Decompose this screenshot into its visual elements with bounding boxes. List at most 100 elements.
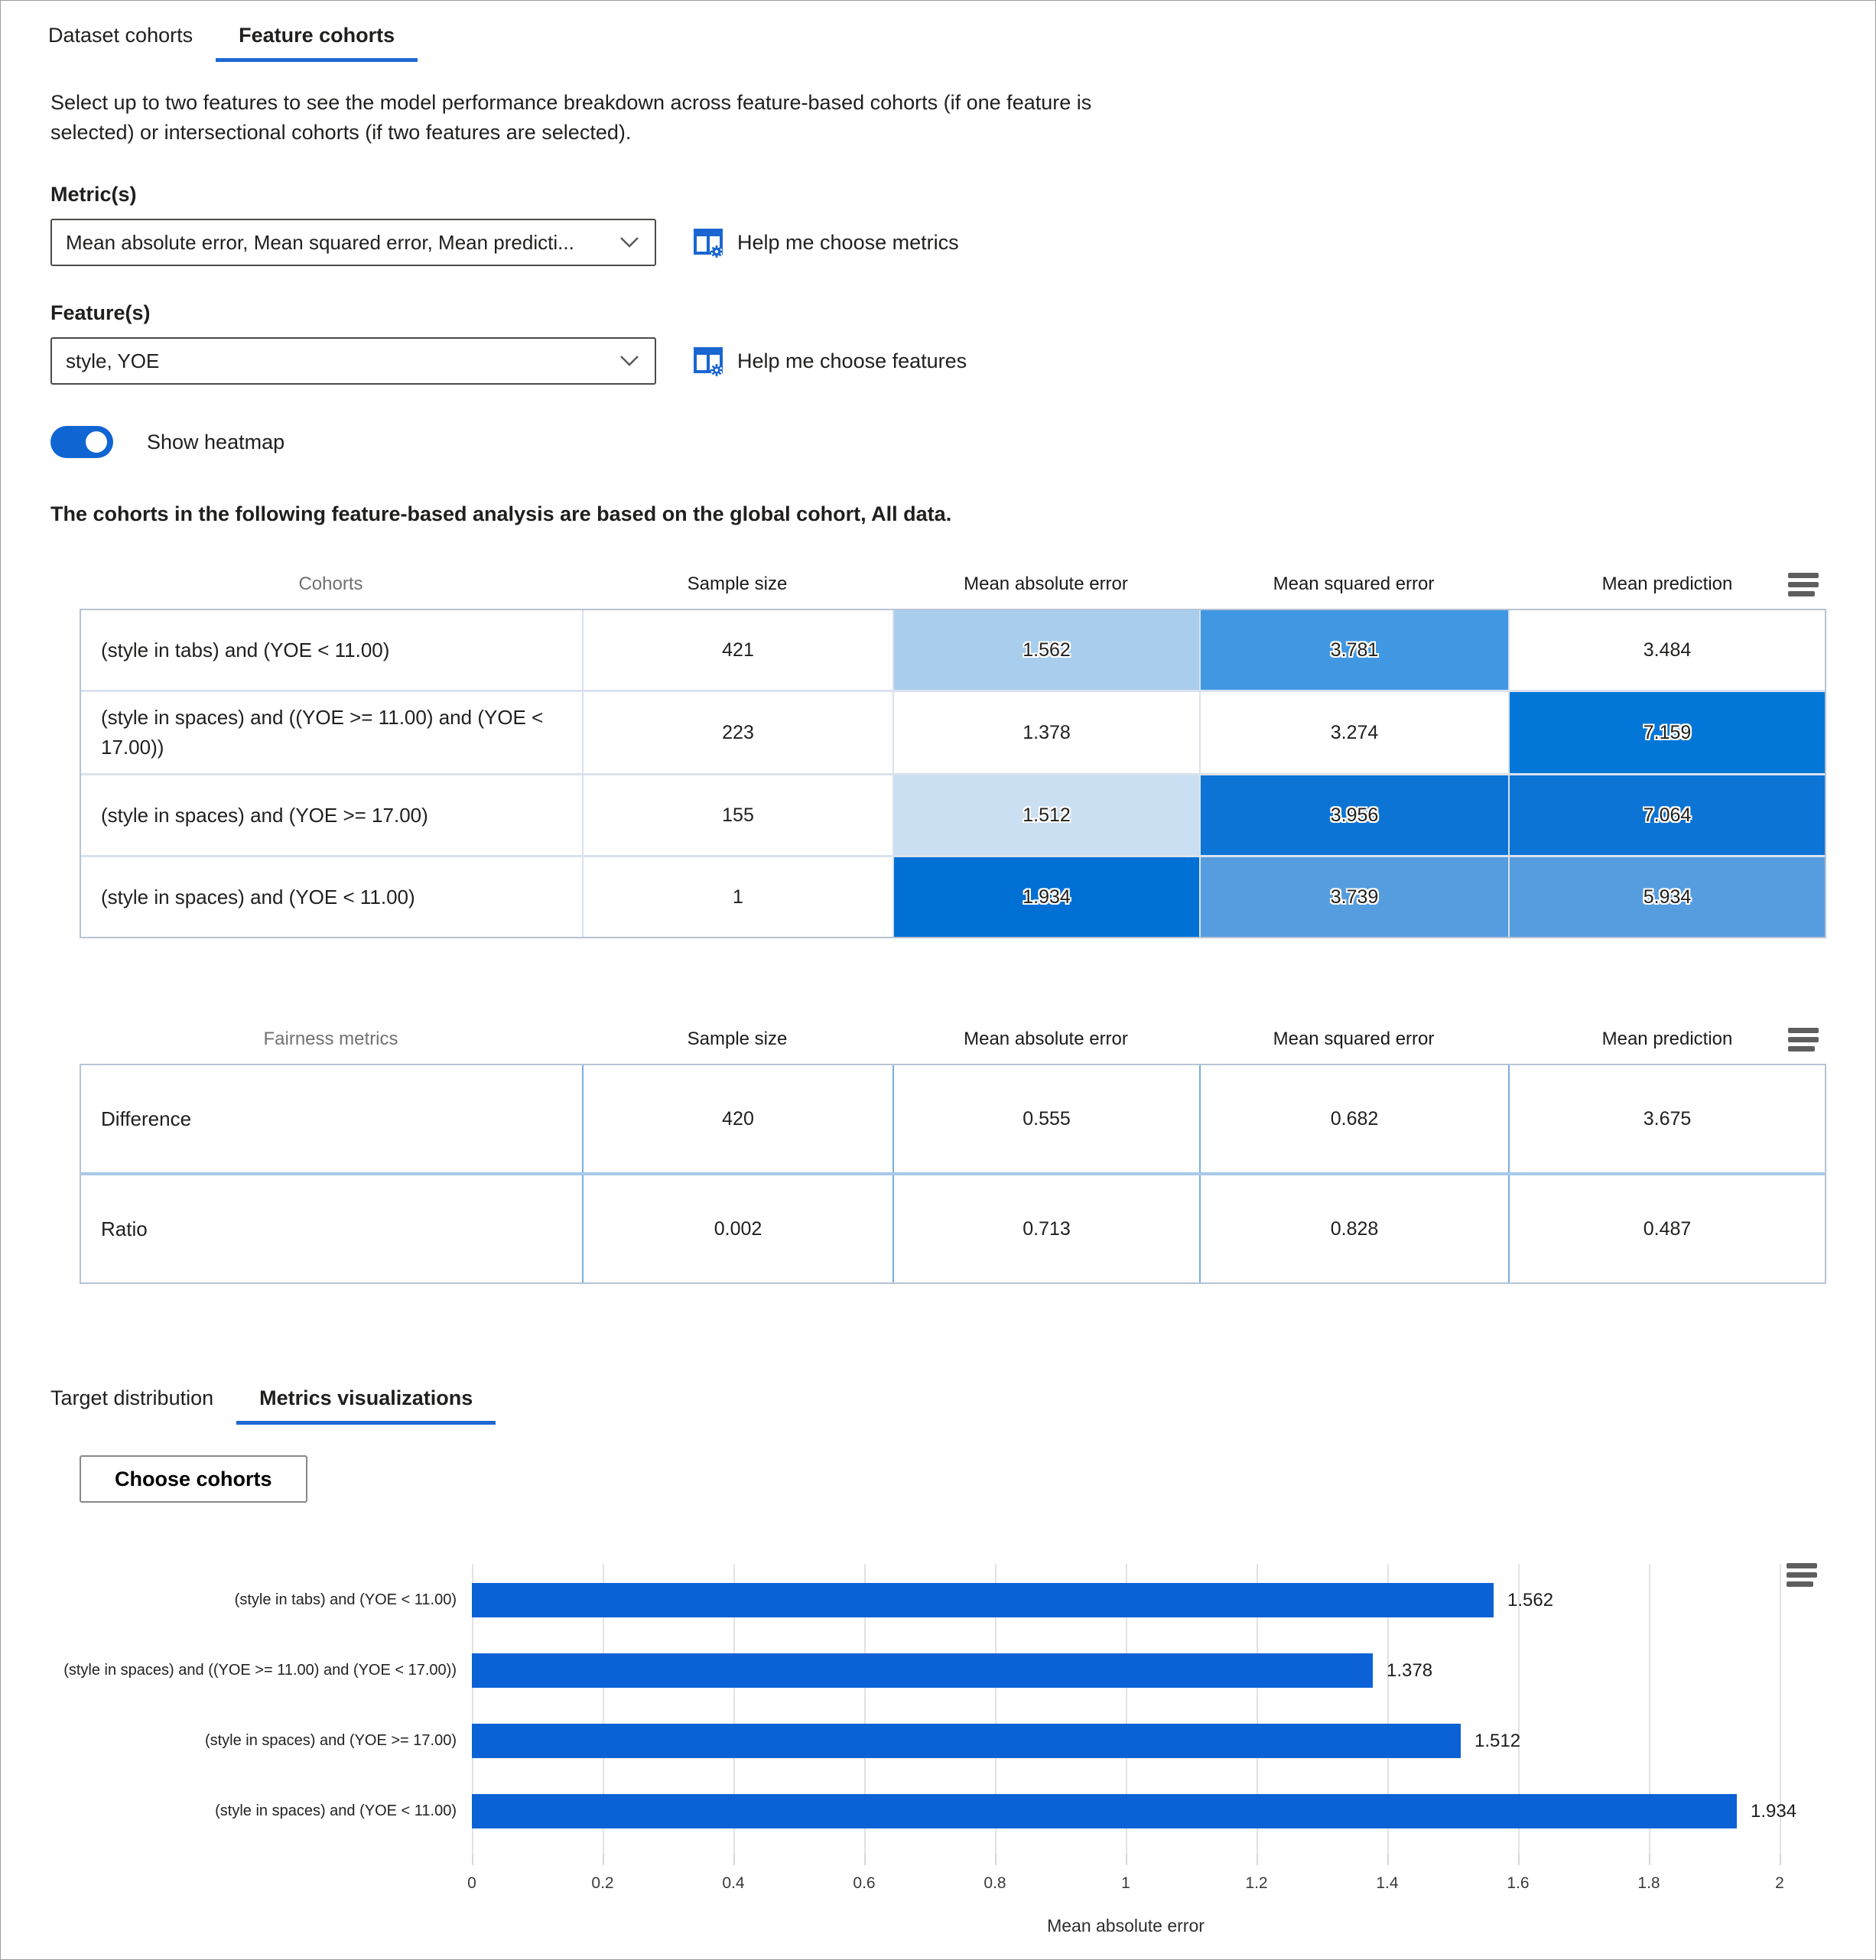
chart-tick-mark [1257,1854,1258,1866]
fairness-value-cell: 420 [582,1065,892,1173]
tab-feature-cohorts[interactable]: Feature cohorts [216,13,418,62]
chart-gridline [733,1564,735,1855]
chart-gridline [995,1564,997,1855]
metric-heatmap-cell: 1.934 [892,857,1199,938]
chart-gridline [1387,1564,1389,1855]
chart-x-tick-label: 0.8 [984,1874,1006,1893]
column-header: Fairness metrics [263,1029,398,1050]
bar-value-label: 1.562 [1507,1590,1554,1611]
fairness-value-cell: 0.487 [1508,1175,1825,1283]
chart-gridline [1257,1564,1258,1855]
chart-x-tick-label: 0.2 [591,1874,614,1893]
chart-x-tick-label: 1.4 [1376,1874,1399,1893]
metric-heatmap-cell: 5.934 [1508,857,1825,938]
sample-size-cell: 223 [582,692,892,774]
column-header: Sample size [687,574,788,595]
column-header: Mean absolute error [964,1029,1128,1050]
features-dropdown[interactable]: style, YOE [50,337,656,385]
table-row: (style in spaces) and (YOE < 11.00) 1 1.93… [81,855,1825,938]
tab-metrics-visualizations[interactable]: Metrics visualizations [236,1376,496,1425]
fairness-value-cell: 0.555 [892,1065,1199,1173]
chart-tick-mark [1518,1854,1520,1866]
metric-heatmap-cell: 3.484 [1508,610,1825,691]
help-choose-metrics-link[interactable]: Help me choose metrics [693,226,959,258]
chart-x-tick-label: 1.6 [1507,1874,1530,1893]
metric-heatmap-cell: 1.562 [892,610,1199,691]
table-row: (style in spaces) and ((YOE >= 11.00) an… [81,690,1825,774]
fairness-table-menu-icon[interactable] [1788,1024,1819,1055]
chart-gridline [1780,1564,1781,1855]
chart-y-category-label: (style in spaces) and (YOE >= 17.00) [204,1732,457,1750]
table-row: (style in spaces) and (YOE >= 17.00) 155 1… [81,773,1825,856]
description-text: Select up to two features to see the mod… [50,91,1092,145]
help-choose-features-label: Help me choose features [737,349,967,372]
column-header: Cohorts [298,574,363,595]
metric-heatmap-cell: 1.378 [892,692,1199,774]
fairness-table: Fairness metrics Sample size Mean absolute… [80,1027,1826,1285]
column-header: Mean prediction [1601,1029,1733,1050]
chart-tick-mark [733,1854,735,1866]
chart-plot-area [472,1564,1781,1866]
chart-gridline [1126,1564,1127,1855]
metric-heatmap-cell: 1.512 [892,775,1199,856]
metric-heatmap-cell: 7.159 [1508,692,1825,774]
chart-x-tick-label: 1.2 [1245,1874,1268,1893]
metrics-dropdown[interactable]: Mean absolute error, Mean squared error,… [50,219,656,267]
metrics-dropdown-value: Mean absolute error, Mean squared error,… [66,230,574,254]
bar [472,1653,1373,1689]
cohort-name-cell: (style in tabs) and (YOE < 11.00) [101,638,390,661]
chart-x-axis-label: Mean absolute error [1047,1916,1205,1936]
chart-x-tick-label: 1 [1121,1874,1130,1893]
chart-gridline [1649,1564,1650,1855]
fairness-metric-cell: Ratio [101,1217,148,1240]
chart-x-tick-label: 0.4 [722,1874,745,1893]
global-cohort-note: The cohorts in the following feature-bas… [50,502,952,526]
tab-target-distribution[interactable]: Target distribution [50,1386,214,1410]
chart-x-tick-label: 0 [467,1874,476,1893]
metric-heatmap-cell: 3.274 [1199,692,1508,774]
bar [472,1794,1737,1829]
tab-dataset-cohorts[interactable]: Dataset cohorts [48,24,193,47]
sample-size-cell: 155 [582,775,892,856]
chart-tick-mark [1387,1854,1389,1866]
chart-gridline [1518,1564,1520,1855]
metric-heatmap-cell: 3.956 [1199,775,1508,856]
chart-tick-mark [995,1854,997,1866]
chart-menu-icon[interactable] [1787,1559,1817,1590]
cohort-name-cell: (style in spaces) and ((YOE >= 11.00) an… [101,706,544,759]
cohort-name-cell: (style in spaces) and (YOE >= 17.00) [101,803,428,827]
sample-size-cell: 1 [582,857,892,938]
column-header: Mean absolute error [964,574,1128,595]
show-heatmap-toggle[interactable] [50,426,113,459]
visualization-tabs: Target distribution Metrics visualizatio… [28,1376,1875,1425]
chart-tick-mark [1126,1854,1127,1866]
fairness-table-body: Difference 420 0.555 0.682 3.675 Ratio 0.002 0.… [80,1064,1826,1285]
fairness-table-header: Fairness metrics Sample size Mean absolute… [80,1029,1826,1050]
help-choose-features-link[interactable]: Help me choose features [693,345,967,377]
chevron-down-icon [619,231,639,255]
features-dropdown-value: style, YOE [66,349,160,372]
cohort-table-body: (style in tabs) and (YOE < 11.00) 421 1.56… [80,609,1826,939]
toggle-knob [86,431,107,453]
chart-y-category-label: (style in spaces) and ((YOE >= 11.00) an… [63,1662,457,1679]
fairness-metric-cell: Difference [101,1107,192,1130]
column-header: Sample size [687,1029,788,1050]
cohort-name-cell: (style in spaces) and (YOE < 11.00) [101,885,415,908]
cohort-table-menu-icon[interactable] [1788,569,1819,600]
bar [472,1724,1461,1759]
chart-tick-mark [1649,1854,1650,1866]
features-label: Feature(s) [50,301,151,325]
sample-size-cell: 421 [582,610,892,691]
choose-cohorts-button[interactable]: Choose cohorts [80,1455,307,1503]
cohort-table: Cohorts Sample size Mean absolute error Mea… [80,572,1826,939]
table-row: Difference 420 0.555 0.682 3.675 [81,1065,1825,1173]
fairness-value-cell: 0.682 [1199,1065,1508,1173]
metrics-label: Metric(s) [50,183,137,206]
chart-y-category-label: (style in spaces) and (YOE < 11.00) [215,1802,457,1820]
chart-tick-mark [603,1854,604,1866]
cohort-tabs: Dataset cohorts Feature cohorts [25,13,1875,62]
column-header: Mean squared error [1273,1029,1435,1050]
table-settings-icon [693,345,725,377]
chart-tick-mark [864,1854,866,1866]
